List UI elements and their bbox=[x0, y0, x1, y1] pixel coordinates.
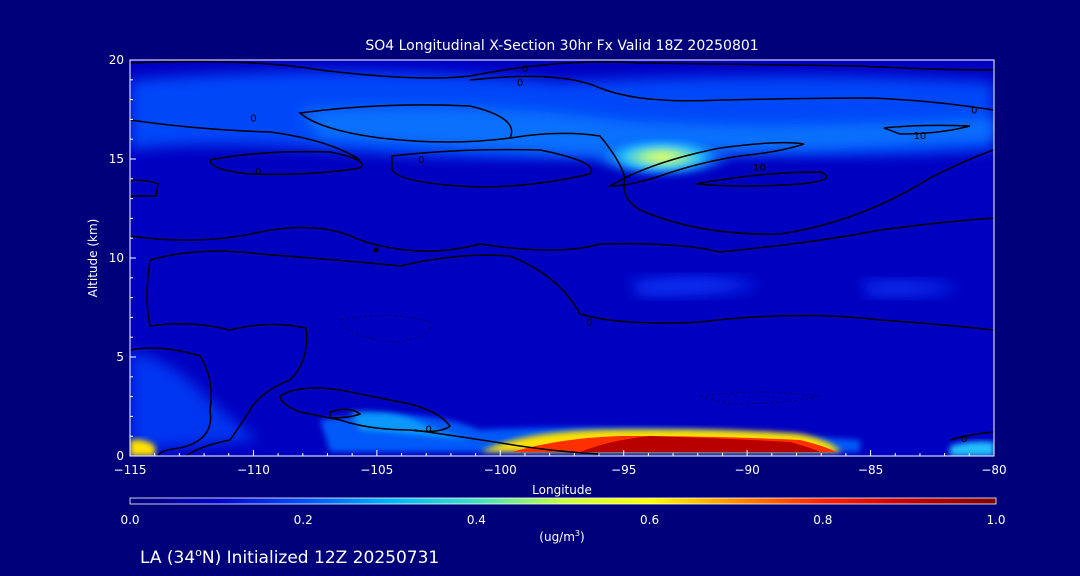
contour-label: 10 bbox=[914, 131, 927, 142]
contour-label: 10 bbox=[753, 163, 766, 174]
init-caption-prefix: LA (34 bbox=[140, 548, 195, 568]
colorbar-tick-label: 0.0 bbox=[120, 513, 139, 527]
contour-line bbox=[391, 148, 593, 188]
x-tick-label: −90 bbox=[734, 463, 759, 477]
dashed-contours bbox=[339, 315, 821, 405]
colorbar-strip bbox=[129, 497, 997, 505]
colorbar-label-exponent: 3 bbox=[575, 529, 580, 538]
contour-label: 0 bbox=[418, 155, 424, 166]
x-axis-label: Longitude bbox=[532, 483, 592, 497]
x-axis: −115 −110 −105 −100 −95 −90 −85 −80 bbox=[114, 450, 1007, 477]
y-axis-label: Altitude (km) bbox=[86, 219, 100, 298]
contour-line bbox=[130, 217, 994, 253]
x-tick-label: −105 bbox=[360, 463, 393, 477]
colorbar-label-prefix: (ug/m bbox=[539, 530, 575, 544]
dashed-contour bbox=[339, 315, 432, 343]
contour-line bbox=[209, 150, 363, 176]
init-caption-suffix: N) Initialized 12Z 20250731 bbox=[202, 548, 439, 568]
west-lowlevel bbox=[130, 350, 260, 452]
contour-line bbox=[413, 429, 601, 455]
y-tick-label: 20 bbox=[109, 53, 124, 67]
contour-line bbox=[130, 347, 212, 456]
colorbar-ticks: 0.0 0.2 0.4 0.6 0.8 1.0 bbox=[120, 513, 1005, 527]
upper-band-inner bbox=[300, 106, 994, 160]
contour-line bbox=[509, 132, 994, 235]
field-shading bbox=[130, 71, 994, 456]
contour-label: 0 bbox=[250, 113, 256, 124]
chart-title: SO4 Longitudinal X-Section 30hr Fx Valid… bbox=[365, 38, 758, 54]
colorbar-tick-label: 1.0 bbox=[986, 513, 1005, 527]
low-band-inner bbox=[350, 411, 470, 440]
colorbar-tick-label: 0.6 bbox=[640, 513, 659, 527]
init-caption: LA (34oN) Initialized 12Z 20250731 bbox=[140, 546, 439, 568]
degree-symbol: o bbox=[195, 546, 202, 559]
x-tick-label: −85 bbox=[858, 463, 883, 477]
colorbar-tick-label: 0.4 bbox=[467, 513, 486, 527]
contour-labels: 0 0 0 0 0 0 10 10 0 0 0 bbox=[250, 64, 977, 445]
surface-plume-core bbox=[580, 436, 820, 452]
y-tick-label: 15 bbox=[109, 152, 124, 166]
mid-patch bbox=[630, 276, 760, 297]
y-axis: 0 5 10 15 20 bbox=[109, 53, 136, 463]
contour-label: 0 bbox=[586, 317, 592, 328]
x-tick-label: −110 bbox=[237, 463, 270, 477]
contour-line bbox=[130, 119, 361, 161]
upper-maximum bbox=[590, 135, 734, 179]
contour-line bbox=[130, 179, 159, 197]
contour-line bbox=[146, 259, 307, 331]
west-surface bbox=[130, 439, 155, 456]
colorbar: 0.0 0.2 0.4 0.6 0.8 1.0 (ug/m3) bbox=[120, 497, 1006, 544]
contour-label: 0 bbox=[255, 167, 261, 178]
contour-line bbox=[279, 387, 452, 433]
y-tick-label: 10 bbox=[109, 251, 124, 265]
x-tick-label: −100 bbox=[484, 463, 517, 477]
colorbar-tick-label: 0.8 bbox=[813, 513, 832, 527]
contour-lines bbox=[130, 60, 994, 456]
contour-line bbox=[185, 327, 308, 456]
x-tick-label: −115 bbox=[114, 463, 147, 477]
mid-patch-2 bbox=[860, 280, 960, 297]
colorbar-tick-label: 0.2 bbox=[294, 513, 313, 527]
y-tick-label: 5 bbox=[116, 350, 124, 364]
plot-area: 0 0 0 0 0 0 10 10 0 0 0 bbox=[130, 60, 994, 456]
contour-line bbox=[949, 431, 994, 441]
contour-label: 0 bbox=[426, 424, 432, 435]
x-tick-label: −80 bbox=[981, 463, 1006, 477]
x-tick-label: −95 bbox=[611, 463, 636, 477]
contour-label: 0 bbox=[517, 78, 523, 89]
contour-line bbox=[883, 124, 971, 135]
dashed-contour bbox=[699, 391, 821, 405]
contour-label: 0 bbox=[971, 106, 977, 117]
contour-label: 0 bbox=[961, 434, 967, 445]
y-tick-label: 0 bbox=[116, 449, 124, 463]
contour-line bbox=[607, 141, 805, 187]
contour-line bbox=[329, 408, 362, 419]
colorbar-label: (ug/m3) bbox=[539, 529, 584, 544]
contour-line bbox=[149, 250, 994, 331]
contour-line bbox=[695, 171, 828, 187]
contour-line bbox=[469, 75, 994, 111]
contour-label: 0 bbox=[522, 64, 528, 75]
contour-line bbox=[130, 60, 994, 79]
east-surface bbox=[950, 441, 994, 456]
marker-dot bbox=[373, 247, 379, 253]
colorbar-label-suffix: ) bbox=[580, 530, 585, 544]
